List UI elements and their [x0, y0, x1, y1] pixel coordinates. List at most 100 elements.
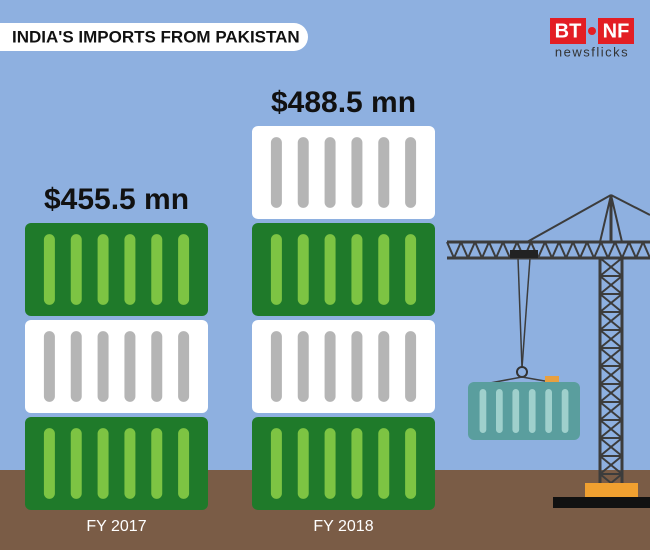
container-slat — [528, 388, 536, 434]
crane-beam — [599, 383, 623, 403]
container-slat — [297, 331, 309, 402]
container-slat — [178, 331, 190, 402]
crane-rail — [553, 497, 650, 508]
crane-beam — [610, 194, 623, 243]
crane-beam — [467, 241, 476, 259]
container-slat — [178, 428, 190, 499]
crane-beam — [600, 241, 609, 259]
container-slat — [545, 388, 552, 434]
container-slat — [324, 331, 336, 402]
crane-beam — [488, 241, 497, 259]
crane-base — [585, 483, 638, 497]
container-slat — [70, 234, 82, 305]
container-slat — [297, 137, 309, 208]
crane-beam — [628, 241, 637, 259]
crane-beam — [586, 241, 595, 259]
container-slat — [151, 428, 163, 499]
crane-beam — [599, 419, 623, 439]
logo-right: NF — [603, 20, 630, 42]
container-slat — [324, 137, 336, 208]
crane-beam — [599, 257, 623, 277]
crane-beam — [599, 365, 623, 385]
crane-beam — [621, 241, 630, 259]
container-slat — [405, 331, 417, 402]
container-slat — [405, 428, 417, 499]
crane-beam — [635, 241, 644, 259]
crane-beam — [537, 241, 546, 259]
container-slat — [378, 234, 390, 305]
crane-beam — [599, 455, 623, 475]
logo-box — [598, 18, 634, 44]
crane-beam — [599, 347, 623, 367]
container-slat — [378, 331, 390, 402]
container-slat — [270, 137, 282, 208]
container-slat — [97, 428, 109, 499]
value-label: $488.5 mn — [271, 86, 416, 119]
crane-beam — [481, 241, 490, 259]
container-slat — [151, 331, 163, 402]
container-slat — [43, 331, 55, 402]
crane-beam — [474, 241, 483, 259]
container-slat — [43, 428, 55, 499]
crane-beam — [572, 241, 581, 259]
crane-beam — [579, 241, 588, 259]
container-slat — [270, 331, 282, 402]
container-slat — [297, 428, 309, 499]
logo-dot — [588, 27, 596, 35]
logo-left: BT — [555, 20, 582, 42]
column-label: FY 2017 — [86, 518, 146, 535]
crane-beam — [460, 241, 469, 259]
crane-beam — [551, 241, 560, 259]
value-label: $455.5 mn — [44, 183, 189, 216]
crane-beam — [607, 241, 616, 259]
container-slat — [512, 388, 520, 434]
column-label: FY 2018 — [313, 518, 373, 535]
container-slat — [43, 234, 55, 305]
crane-beam — [599, 329, 623, 349]
container-slat — [151, 234, 163, 305]
crane-beam — [517, 257, 523, 369]
crane-beam — [521, 257, 531, 369]
container-slat — [405, 234, 417, 305]
trolley — [510, 250, 538, 258]
crane-beam — [599, 311, 623, 331]
container-slat — [351, 331, 363, 402]
crane-beam — [614, 241, 623, 259]
container-slat — [70, 428, 82, 499]
container-slat — [324, 428, 336, 499]
logo-box — [550, 18, 586, 44]
container-slat — [124, 428, 136, 499]
container-slat — [378, 428, 390, 499]
crane-beam — [558, 241, 567, 259]
container-slat — [124, 234, 136, 305]
crane-beam — [502, 241, 511, 259]
container-slat — [351, 234, 363, 305]
container-slat — [496, 388, 503, 434]
container-slat — [324, 234, 336, 305]
crane-beam — [593, 241, 602, 259]
crane-beam — [446, 241, 455, 259]
container-slat — [479, 388, 487, 434]
container-slat — [97, 331, 109, 402]
crane-beam — [642, 241, 650, 259]
crane-beam — [599, 401, 623, 421]
container-slat — [297, 234, 309, 305]
crane-beam — [495, 241, 504, 259]
container-slat — [561, 388, 569, 434]
logo-tagline: newsflicks — [555, 44, 629, 59]
crane-beam — [599, 293, 623, 313]
title-pill — [0, 23, 308, 51]
container-slat — [405, 137, 417, 208]
crane-beam — [599, 194, 612, 243]
crane-beam — [565, 241, 574, 259]
container-slat — [270, 428, 282, 499]
hook-plate — [545, 376, 559, 382]
container-slat — [124, 331, 136, 402]
container-slat — [178, 234, 190, 305]
crane-beam — [544, 241, 553, 259]
container-slat — [70, 331, 82, 402]
crane-beam — [453, 241, 462, 259]
title: INDIA'S IMPORTS FROM PAKISTAN — [12, 27, 300, 46]
container-slat — [378, 137, 390, 208]
